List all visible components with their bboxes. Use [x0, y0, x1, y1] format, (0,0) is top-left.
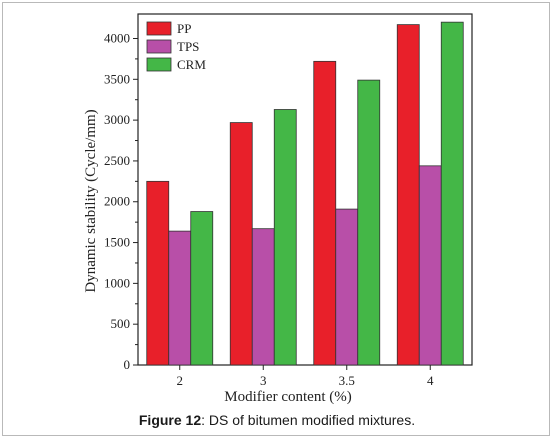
- bar-pp-4: [396, 24, 420, 366]
- x-tick-label: 4: [427, 373, 434, 388]
- bar-crm-2: [190, 211, 214, 366]
- bar-tps-3.5: [335, 208, 359, 366]
- y-tick-label: 2000: [104, 194, 130, 209]
- plot-area: 0 500 1000 1500 2000 2500 3000 3500 4000 2 3 3.5 4 PP…: [104, 13, 473, 388]
- y-axis-label: Dynamic stability (Cycle/mm): [83, 109, 99, 292]
- figure-caption: Figure 12: DS of bitumen modified mixtur…: [0, 412, 554, 428]
- bar-crm-4: [440, 21, 464, 366]
- x-tick-label: 3: [260, 373, 267, 388]
- y-tick-label: 2500: [104, 153, 130, 168]
- x-axis-label: Modifier content (%): [224, 389, 351, 405]
- y-tick-label: 1500: [104, 235, 130, 250]
- y-tick-label: 1000: [104, 275, 130, 290]
- caption-text: : DS of bitumen modified mixtures.: [201, 412, 416, 428]
- y-tick-label: 0: [124, 357, 131, 372]
- y-tick-label: 4000: [104, 30, 130, 45]
- caption-label: Figure 12: [138, 412, 202, 428]
- bar-tps-3: [251, 228, 275, 366]
- bar-tps-4: [418, 165, 442, 366]
- legend-label-crm: CRM: [177, 57, 206, 72]
- bar-pp-3.5: [313, 60, 337, 366]
- bar-pp-2: [146, 180, 170, 366]
- bar-tps-2: [168, 230, 192, 366]
- y-tick-label: 3500: [104, 71, 130, 86]
- x-tick-label: 2: [177, 373, 184, 388]
- bar-pp-3: [229, 122, 253, 366]
- bar-chart: 0 500 1000 1500 2000 2500 3000 3500 4000 2 3 3.5 4 PP…: [83, 13, 473, 405]
- bar-crm-3.5: [357, 79, 381, 366]
- legend-swatch-tps: [146, 39, 172, 54]
- x-tick-label: 3.5: [339, 373, 355, 388]
- legend-label-tps: TPS: [177, 39, 199, 54]
- legend-swatch-pp: [146, 21, 172, 36]
- y-tick-label: 500: [111, 316, 131, 331]
- legend-label-pp: PP: [177, 21, 191, 36]
- plot-frame: [137, 13, 473, 366]
- y-tick-label: 3000: [104, 112, 130, 127]
- bar-crm-3: [273, 109, 297, 366]
- legend-swatch-crm: [146, 57, 172, 72]
